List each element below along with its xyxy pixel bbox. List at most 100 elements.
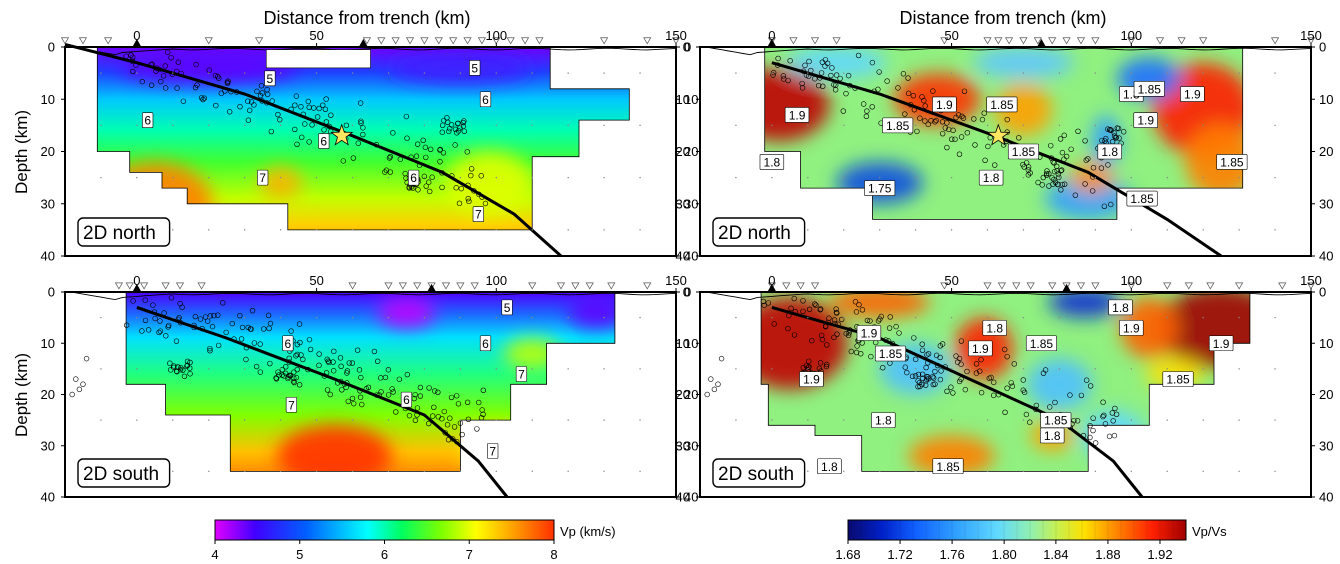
anomaly-blob: [259, 167, 303, 199]
grid-dot: [950, 419, 953, 421]
contour-label-box: [1180, 86, 1205, 102]
station-marker: [1004, 37, 1014, 45]
grid-dot: [879, 316, 881, 319]
hypocenter: [264, 86, 270, 93]
contour-label: 1.9: [789, 108, 806, 122]
hypocenter: [964, 130, 971, 136]
colorbar-tick-label: 1.84: [1043, 547, 1068, 562]
grid-dot: [387, 229, 390, 231]
grid-dot: [279, 368, 282, 370]
y-tick-label-left: 10: [676, 336, 690, 351]
grid-dot: [1094, 470, 1097, 473]
masked-area: [265, 49, 371, 69]
anomaly-blob: [277, 425, 393, 472]
hypocenter: [886, 325, 893, 331]
hypocenter: [1009, 383, 1016, 389]
hypocenter: [393, 409, 399, 415]
grid-dot: [950, 124, 953, 127]
contour-label: 6: [482, 93, 489, 107]
hypocenter: [1027, 170, 1033, 176]
grid-dot: [459, 419, 462, 421]
hypocenter: [1054, 168, 1060, 174]
hypocenter: [261, 326, 267, 332]
grid-dot: [1022, 470, 1025, 473]
hypocenter: [1112, 405, 1118, 412]
hypocenter: [925, 121, 931, 128]
contour-label: 1.85: [1220, 155, 1244, 169]
grid-dot: [244, 176, 246, 179]
grid-dot: [459, 176, 462, 179]
station-marker: [1199, 37, 1208, 45]
hypocenter: [378, 389, 384, 395]
station-marker: [470, 282, 479, 290]
grid-dot: [172, 470, 174, 473]
grid-dot: [423, 419, 426, 421]
grid-dot: [843, 470, 845, 473]
hypocenter: [213, 102, 219, 109]
grid-dot: [315, 470, 318, 473]
grid-dot: [950, 229, 953, 231]
hypocenter: [80, 381, 86, 387]
hypocenter: [876, 69, 882, 75]
grid-dot: [950, 316, 953, 319]
contour-label: 1.85: [1012, 145, 1036, 159]
hypocenter: [761, 302, 767, 309]
hypocenter: [455, 120, 461, 126]
hypocenter: [130, 298, 136, 304]
hypocenter: [1052, 399, 1058, 406]
x-tick-label: 100: [1120, 273, 1142, 288]
hypocenter: [442, 430, 448, 436]
hypocenter: [448, 394, 455, 401]
hypocenter: [1027, 419, 1033, 425]
hypocenter: [226, 109, 233, 115]
grid-dot: [567, 124, 569, 127]
grid-dot: [603, 419, 605, 421]
hypocenter: [915, 378, 921, 384]
x-tick-label: 50: [309, 273, 323, 288]
grid-dot: [567, 419, 569, 421]
grid-dots: [735, 72, 1276, 231]
hypocenter: [277, 116, 283, 123]
hypocenter: [225, 78, 231, 84]
grid-dot: [208, 470, 210, 473]
hypocenter: [294, 351, 300, 358]
hypocenter: [1083, 157, 1089, 163]
hypocenter: [912, 373, 919, 379]
contour-label-box: [1126, 190, 1158, 207]
hypocenter: [371, 348, 378, 355]
y-tick-label-left: 10: [676, 92, 690, 107]
station-marker: [441, 282, 451, 290]
station-marker: [796, 282, 805, 290]
hypocenter: [1120, 129, 1127, 135]
contour-label-box: [856, 325, 882, 341]
hypocenter: [415, 187, 421, 193]
hypocenter: [977, 368, 983, 374]
hypocenter: [923, 378, 929, 384]
grid-dot: [1166, 368, 1168, 370]
hypocenter: [422, 144, 429, 151]
grid-dot: [136, 72, 138, 74]
hypocenter: [1047, 404, 1053, 410]
hypocenter: [950, 390, 956, 396]
grid-dot: [279, 470, 282, 473]
grid-dot: [1238, 176, 1240, 179]
x-tick-label: 50: [944, 273, 958, 288]
hypocenter: [461, 128, 468, 134]
panel-label-box: [712, 458, 806, 488]
hypocenter: [884, 78, 890, 84]
hypocenter: [1039, 182, 1045, 188]
grid-dot: [279, 316, 282, 319]
grid-dot: [567, 316, 569, 319]
hypocenter: [919, 371, 926, 378]
hypocenter: [237, 312, 243, 319]
hypocenter: [382, 169, 388, 175]
y-tick-label-left: 30: [41, 196, 55, 211]
station-marker: [175, 282, 185, 290]
hypocenter: [868, 353, 874, 360]
hypocenter: [1085, 156, 1091, 162]
hypocenter: [1090, 427, 1096, 434]
y-tick-label-right: 20: [1319, 387, 1333, 402]
grid-dot: [100, 419, 102, 421]
station-marker: [125, 282, 134, 290]
